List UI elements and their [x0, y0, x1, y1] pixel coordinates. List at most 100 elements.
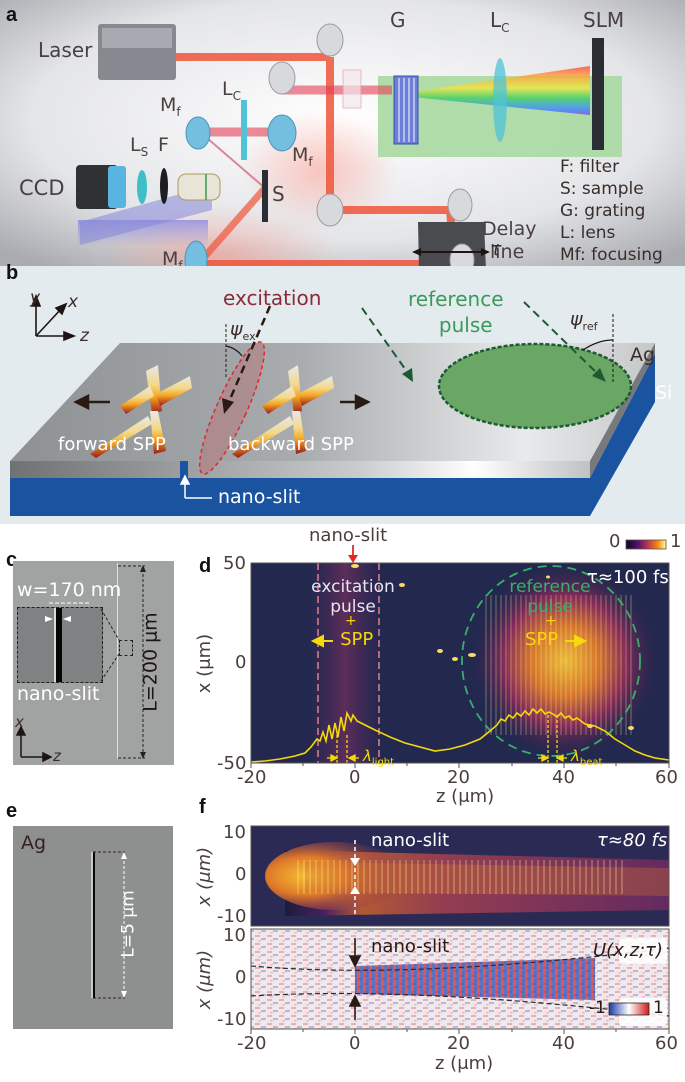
- panel-label-f: f: [199, 796, 206, 818]
- xtick: 40: [552, 767, 575, 788]
- legend-item: G: grating: [560, 201, 646, 221]
- forward-spp-wave-icon: [90, 365, 192, 458]
- filter-label: F: [158, 134, 169, 156]
- backward-spp-label: backward SPP: [228, 434, 354, 455]
- plus-label-2: +: [545, 613, 557, 629]
- reference-pulse-label: reference pulse: [408, 287, 504, 337]
- nano-slit-arrow-icon: [350, 886, 360, 894]
- nano-slit-arrow-icon: [348, 555, 358, 563]
- axis-x-label: x: [15, 713, 24, 731]
- ag-label: Ag: [630, 344, 656, 366]
- psi-ex-label: ψex: [230, 318, 256, 343]
- lens-icon: [493, 58, 507, 142]
- ytick: 10: [223, 822, 246, 843]
- lens-c-mid-label: LC: [222, 78, 241, 103]
- legend-item: F: filter: [560, 157, 620, 177]
- ytick: 50: [223, 553, 246, 574]
- focusing-mirror-icon: [267, 114, 297, 152]
- reference-spot-icon: [361, 301, 633, 430]
- spp-right-label: SPP: [525, 629, 559, 650]
- ccd-label: CCD: [19, 176, 65, 200]
- y-axis-label-top: x (μm): [194, 846, 216, 907]
- ytick: -10: [217, 1009, 247, 1030]
- nano-slit-label-bottom: nano-slit: [371, 936, 450, 957]
- nano-slit-label-top: nano-slit: [371, 830, 450, 851]
- mirror-f-label-2: Mf: [292, 144, 313, 169]
- sample-label: S: [272, 182, 285, 206]
- axes-icon: [15, 725, 53, 763]
- xtick: 60: [655, 767, 678, 788]
- nano-slit-label: nano-slit: [17, 683, 100, 705]
- nano-slit-arrow-icon: [350, 858, 360, 866]
- lambda-beat-label: λbeat: [571, 747, 603, 768]
- reference-circle: [461, 565, 641, 757]
- axis-x-label: x: [68, 292, 79, 312]
- tau-label: τ: [490, 238, 502, 260]
- colorbar-d: [625, 539, 667, 550]
- sample-icon: [262, 170, 268, 222]
- mirror-f-label-1: Mf: [160, 94, 181, 119]
- reference-pulse-label: reference pulse: [509, 577, 591, 617]
- intensity-profile-line: [250, 707, 670, 763]
- grating-label: G: [390, 8, 406, 32]
- axis-z-label: z: [80, 326, 89, 346]
- axes-icon: [30, 293, 77, 342]
- ccd-icon: [76, 165, 118, 209]
- panel-label-a: a: [6, 4, 18, 26]
- chart-d: [250, 539, 670, 768]
- y-axis-label: x (μm): [194, 633, 216, 694]
- legend-item: L: lens: [560, 223, 616, 243]
- ytick: 0: [235, 864, 247, 885]
- x-axis-label-d: z (μm): [436, 786, 495, 807]
- xtick: 20: [447, 1033, 470, 1054]
- xtick: 0: [349, 1033, 361, 1054]
- mirror-icon: [268, 61, 296, 95]
- objective-icon: [177, 173, 221, 201]
- envelope-upper-line: [250, 947, 670, 971]
- colorbar-min-label: -1: [589, 998, 606, 1018]
- psi-ref-label: ψref: [570, 308, 598, 333]
- tau-label: τ≈100 fs: [587, 567, 669, 588]
- xtick: 20: [447, 767, 470, 788]
- si-label: Si: [655, 382, 673, 404]
- ytick: -10: [217, 906, 247, 927]
- sem-image-slit: w=170 nm nano-slit L=200 μm x z: [13, 561, 174, 765]
- sem-zoom-inset: [17, 607, 103, 683]
- sem-image-short-slit: Ag L=5 μm: [13, 826, 173, 1029]
- xtick: 40: [552, 1033, 575, 1054]
- colorbar-max-label: 1: [670, 531, 682, 552]
- mirror-icon: [316, 23, 344, 57]
- colorbar-f: [608, 1002, 650, 1016]
- filter-icon: [160, 168, 168, 204]
- ytick: 0: [235, 652, 247, 673]
- panel-label-d: d: [199, 555, 212, 577]
- slm-icon: [592, 38, 604, 150]
- x-axis-label-f: z (μm): [435, 1053, 494, 1074]
- chart-f: [250, 825, 670, 1034]
- ytick: 10: [223, 925, 246, 946]
- mirror-icon: [316, 193, 344, 227]
- length-label: L=5 μm: [118, 890, 139, 958]
- field-label: U(x,z;τ): [593, 940, 663, 961]
- spp-left-label: ←SPP: [340, 629, 374, 650]
- spp-schematic: [10, 293, 655, 516]
- axis-z-label: z: [53, 747, 61, 765]
- panel-label-b: b: [6, 262, 19, 284]
- nano-slit-label: nano-slit: [218, 486, 301, 508]
- excitation-pulse-label: excitation pulse: [311, 577, 395, 617]
- lambda-light-label: λlight: [363, 747, 395, 768]
- delay-line-label: Delay line: [482, 218, 537, 263]
- excitation-beam-icon: [198, 305, 272, 475]
- colorbar-max-label: 1: [653, 998, 664, 1018]
- excitation-label: excitation: [223, 286, 322, 310]
- lens-s-label: LS: [130, 134, 149, 159]
- panel-label-e: e: [6, 800, 18, 822]
- legend-item: Mf: focusing: [560, 245, 663, 265]
- panel-c: c w=170 nm nano-slit L=200 μm x: [0, 525, 195, 785]
- panel-b: b y x z excitation ψex reference pulse ψr…: [0, 262, 685, 524]
- y-axis-label-bottom: x (μm): [194, 949, 216, 1010]
- length-label: L=200 μm: [139, 612, 162, 712]
- width-label: w=170 nm: [17, 579, 122, 601]
- xtick: 0: [349, 767, 361, 788]
- panel-label-c: c: [6, 549, 18, 571]
